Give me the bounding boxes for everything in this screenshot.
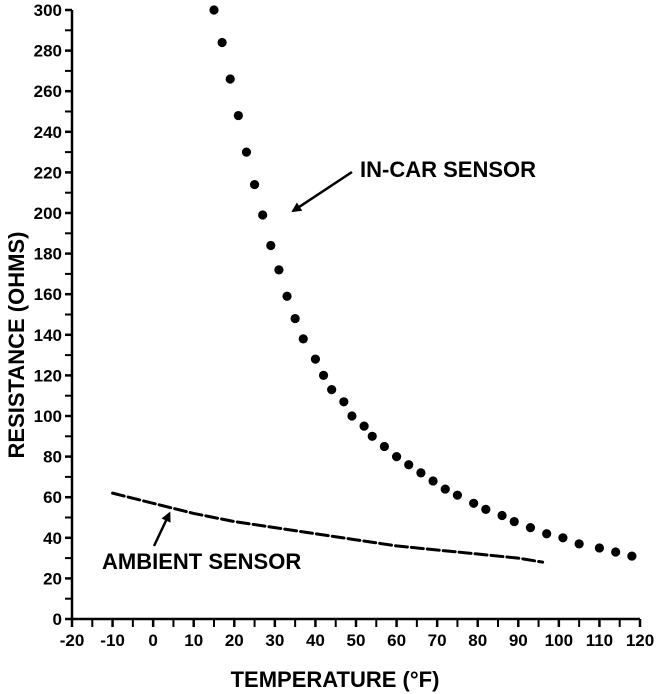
in-car-sensor-point xyxy=(233,110,243,121)
in-car-sensor-point xyxy=(416,468,426,478)
y-tick-label: 240 xyxy=(34,123,62,142)
in-car-sensor-point xyxy=(274,265,284,275)
in-car-sensor-point xyxy=(318,370,329,380)
in-car-sensor-point xyxy=(542,529,552,539)
in-car-sensor-point xyxy=(469,498,479,508)
x-tick-label: -20 xyxy=(60,631,85,650)
ambient-sensor-series xyxy=(111,491,545,564)
in-car-sensor-point xyxy=(391,452,402,462)
y-tick-label: 80 xyxy=(43,448,62,467)
y-tick-label: 100 xyxy=(34,407,62,426)
in-car-sensor-point xyxy=(217,37,227,48)
in-car-sensor-point xyxy=(558,533,568,543)
y-tick-label: 60 xyxy=(43,488,62,507)
x-tick-label: 20 xyxy=(225,631,244,650)
y-tick-label: 40 xyxy=(43,529,62,548)
in-car-sensor-point xyxy=(497,510,507,521)
in-car-sensor-point xyxy=(241,147,252,157)
x-tick-label: 40 xyxy=(306,631,325,650)
in-car-sensor-point xyxy=(627,551,637,561)
y-tick-label: 280 xyxy=(34,42,62,61)
ambient-sensor-label: AMBIENT SENSOR xyxy=(102,549,301,574)
in-car-sensor-point xyxy=(379,441,389,452)
ambient-sensor-line xyxy=(111,491,545,564)
in-car-sensor-point xyxy=(249,179,260,190)
in-car-sensor-series xyxy=(209,5,637,561)
x-tick-label: 120 xyxy=(626,631,654,650)
y-tick-label: 20 xyxy=(43,569,62,588)
in-car-sensor-point xyxy=(594,543,605,553)
in-car-sensor-point xyxy=(310,354,321,364)
in-car-sensor-point xyxy=(327,385,337,395)
series-layer xyxy=(111,5,637,564)
x-axis-title: TEMPERATURE (°F) xyxy=(231,667,440,692)
y-tick-label: 220 xyxy=(34,163,62,182)
x-tick-label: 10 xyxy=(184,631,203,650)
y-tick-label: 180 xyxy=(34,245,62,264)
in-car-sensor-point xyxy=(481,504,491,514)
in-car-sensor-point xyxy=(509,516,519,527)
y-tick-label: 300 xyxy=(34,1,62,20)
x-tick-label: -10 xyxy=(100,631,125,650)
x-tick-label: 30 xyxy=(265,631,284,650)
ticks xyxy=(65,8,642,627)
y-tick-label: 140 xyxy=(34,326,62,345)
y-tick-label: 260 xyxy=(34,82,62,101)
y-tick-label: 160 xyxy=(34,285,62,304)
in-car-sensor-point xyxy=(298,334,308,344)
x-tick-label: 110 xyxy=(586,631,613,650)
in-car-sensor-point xyxy=(440,484,450,494)
in-car-sensor-point xyxy=(574,539,584,549)
in-car-sensor-point xyxy=(404,460,414,470)
axes xyxy=(70,10,640,621)
x-tick-label: 70 xyxy=(428,631,447,650)
in-car-sensor-label: IN-CAR SENSOR xyxy=(360,157,536,182)
y-tick-label: 200 xyxy=(34,204,62,223)
in-car-sensor-point xyxy=(209,5,219,15)
x-tick-label: 100 xyxy=(545,631,573,650)
in-car-sensor-point xyxy=(225,74,235,84)
x-tick-label: 80 xyxy=(468,631,487,650)
in-car-sensor-arrow xyxy=(291,170,353,213)
tick-labels: 0204060801001201401601802002202402602803… xyxy=(34,1,655,650)
in-car-sensor-point xyxy=(611,547,621,557)
x-tick-label: 50 xyxy=(347,631,366,650)
in-car-sensor-point xyxy=(266,240,276,251)
x-tick-label: 90 xyxy=(509,631,528,650)
in-car-sensor-point xyxy=(282,291,292,301)
y-tick-label: 120 xyxy=(34,366,62,385)
x-tick-label: 60 xyxy=(387,631,406,650)
in-car-sensor-point xyxy=(290,313,300,324)
in-car-sensor-point xyxy=(428,476,438,486)
in-car-sensor-point xyxy=(525,523,536,533)
y-axis-title: RESISTANCE (OHMS) xyxy=(4,232,29,459)
in-car-sensor-point xyxy=(367,431,377,441)
in-car-sensor-point xyxy=(258,210,268,220)
x-tick-label: 0 xyxy=(148,631,157,650)
in-car-sensor-point xyxy=(347,411,357,421)
ambient-sensor-arrow xyxy=(152,511,171,547)
in-car-sensor-point xyxy=(339,397,349,407)
in-car-sensor-point xyxy=(359,421,369,431)
in-car-sensor-point xyxy=(452,490,463,500)
y-tick-label: 0 xyxy=(53,610,62,629)
